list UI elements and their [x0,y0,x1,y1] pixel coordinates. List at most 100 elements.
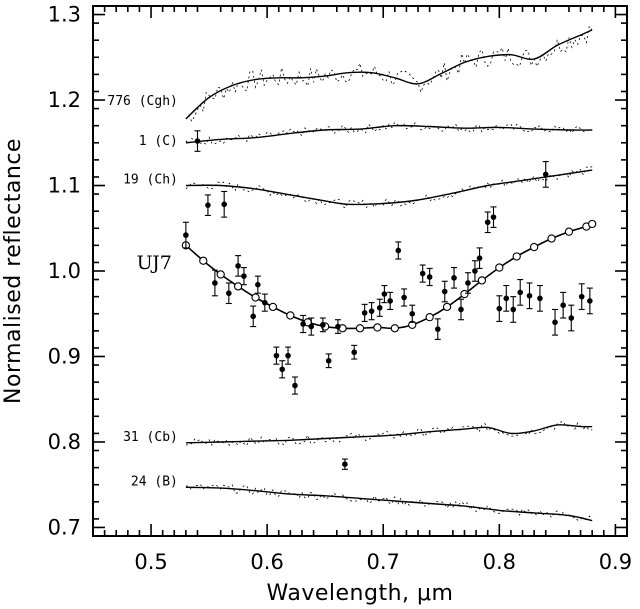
point-marker [361,310,368,316]
y-tick-label: 0.8 [48,430,81,454]
uj7-data-point [568,304,575,332]
uj7-data-point [194,130,201,152]
uj7-data-point [457,298,464,321]
uj7-data-point [510,296,517,323]
uj7-data-point [484,211,491,234]
point-marker [537,295,543,302]
spectrum-24-b- [185,483,593,522]
spectrum-raw-trace [185,483,593,521]
uj7-model-marker [529,242,539,252]
plot-frame [92,5,628,537]
point-marker [510,306,517,313]
uj7-data-point [517,278,524,306]
spectrum-raw-trace [185,121,593,146]
point-marker [552,319,558,326]
spectrum-31-cb- [185,420,593,447]
spectrum-label: 1 (C) [139,134,178,149]
y-axis-title: Normalised reflectance [1,138,26,404]
point-marker [526,292,533,299]
point-marker [458,306,464,313]
uj7-data-point [368,302,375,321]
x-tick-label: 0.8 [483,550,516,574]
spectrum-19-ch- [185,166,593,209]
uj7-data-point [464,272,471,294]
point-marker [262,299,268,306]
uj7-data-point [490,206,497,228]
uj7-model-marker [512,252,521,261]
x-tick-label: 0.6 [250,550,283,574]
point-marker [503,295,510,302]
point-marker [517,289,523,296]
spectrum-label: 19 (Ch) [123,173,178,188]
uj7-model-marker [390,324,399,333]
point-marker [279,366,286,373]
uj7-model-marker [547,234,556,243]
uj7-data-point [434,318,441,340]
uj7-model-marker [199,256,208,265]
uj7-data-point [273,346,280,365]
point-marker [381,291,388,297]
uj7-observed-points [182,130,593,470]
uj7-data-point [476,247,483,269]
y-tick-label: 1.1 [48,174,81,198]
x-tick-label: 0.5 [134,550,167,574]
uj7-data-point [578,283,585,311]
reference-spectra [185,24,593,522]
uj7-model-line [185,223,593,330]
spectrum-smoothed-curve [185,29,593,120]
y-tick-label: 1.0 [48,259,81,283]
uj7-data-point [536,284,543,312]
uj7-data-point [471,260,478,282]
plot-border [92,5,628,537]
uj7-data-point [341,458,348,470]
uj7-model-marker [233,282,243,291]
uj7-data-point [204,194,211,216]
uj7-model-marker [442,302,452,312]
spectrum-label: 24 (B) [131,474,178,489]
uj7-data-point [221,190,228,218]
point-marker [255,281,261,288]
uj7-data-point [401,288,408,307]
y-tick-label: 0.7 [48,515,81,539]
uj7-data-point [496,295,503,322]
point-marker [335,323,341,330]
point-marker [387,298,393,304]
point-marker [401,294,407,301]
point-marker [212,280,218,286]
uj7-data-point [351,344,358,360]
point-marker [241,273,247,279]
uj7-data-point [225,282,232,305]
point-marker [441,288,448,295]
uj7-model-marker [216,270,225,279]
uj7-model-marker [425,313,434,322]
y-tick-label: 1.3 [48,3,81,27]
point-marker [183,232,189,238]
uj7-data-point [361,303,368,322]
uj7-data-point [285,346,292,365]
uj7-data-point [409,304,416,323]
uj7-data-point [503,284,510,312]
uj7-data-point [542,161,549,188]
uj7-data-point [250,305,257,328]
uj7-data-point [279,360,286,379]
uj7-data-point [381,284,388,304]
point-marker [250,313,256,320]
uj7-model-marker [268,302,278,312]
uj7-data-point [334,319,341,334]
uj7-label: UJ7 [137,252,172,274]
uj7-data-point [552,308,559,336]
y-tick-label: 0.9 [48,344,81,368]
uj7-data-point [395,241,402,260]
axis-tick-labels: 0.5 0.6 0.7 0.8 0.9 0.7 0.8 0.9 1.0 1.1 1.2 1.3 [48,3,633,574]
uj7-data-point [426,267,433,287]
uj7-model-marker [495,263,504,272]
point-marker [490,214,497,220]
uj7-data-point [387,291,394,311]
uj7-data-point [300,314,307,334]
spectrum-label: 31 (Cb) [123,430,178,445]
uj7-data-point [261,293,268,312]
spectrum-smoothed-curve [185,424,593,444]
point-marker [376,304,383,311]
point-marker [426,274,433,280]
point-marker [419,270,426,277]
